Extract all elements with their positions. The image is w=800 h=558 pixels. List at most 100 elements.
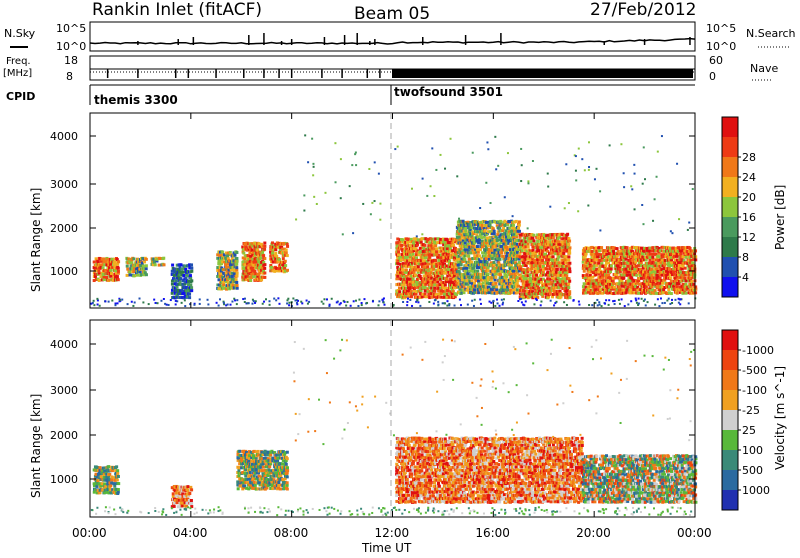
- data-cell: [199, 303, 201, 305]
- data-cell: [344, 301, 346, 303]
- data-cell: [678, 298, 680, 300]
- data-cell: [547, 283, 550, 286]
- data-cell: [188, 296, 191, 299]
- data-cell: [433, 290, 436, 293]
- data-cell: [527, 180, 529, 182]
- data-cell: [568, 246, 571, 249]
- data-cell: [249, 279, 252, 282]
- data-cell: [482, 282, 485, 285]
- data-cell: [520, 148, 522, 150]
- data-cell: [353, 300, 355, 302]
- data-cell: [658, 305, 660, 307]
- data-cell: [219, 298, 221, 300]
- data-cell: [490, 302, 492, 304]
- data-cell: [546, 267, 549, 270]
- data-cell: [357, 305, 359, 307]
- data-cell: [661, 135, 663, 137]
- data-cell: [637, 292, 640, 295]
- data-cell: [599, 229, 601, 231]
- data-cell: [148, 303, 150, 305]
- data-cell: [664, 302, 666, 304]
- data-cell: [222, 268, 225, 271]
- data-cell: [401, 268, 404, 271]
- data-cell: [397, 250, 400, 253]
- data-cell: [92, 302, 94, 304]
- data-cell: [616, 255, 619, 258]
- data-cell: [448, 304, 450, 306]
- data-cell: [437, 301, 439, 303]
- data-cell: [568, 240, 571, 243]
- data-cell: [654, 304, 656, 306]
- data-cell: [263, 248, 266, 251]
- data-cell: [549, 292, 552, 295]
- data-cell: [273, 298, 275, 300]
- data-cell: [496, 299, 498, 301]
- data-cell: [275, 299, 277, 301]
- data-cell: [544, 253, 547, 256]
- cpid-mode-themis: themis 3300: [94, 93, 178, 107]
- data-cell: [102, 278, 105, 281]
- data-cell: [145, 273, 148, 276]
- data-cell: [207, 299, 209, 301]
- data-cell: [263, 301, 265, 303]
- data-cell: [257, 242, 260, 245]
- nsky-panel-frame: [90, 22, 695, 51]
- data-cell: [667, 288, 670, 291]
- data-cell: [402, 301, 404, 303]
- data-cell: [286, 269, 289, 272]
- data-cell: [142, 301, 144, 303]
- data-cell: [636, 302, 638, 304]
- data-cell: [521, 301, 523, 303]
- data-cell: [584, 169, 586, 171]
- freq-tick-bottom: 8: [66, 70, 73, 83]
- data-cell: [423, 244, 426, 247]
- data-cell: [128, 271, 131, 274]
- data-cell: [395, 277, 398, 280]
- data-cell: [476, 245, 479, 248]
- data-cell: [274, 252, 277, 255]
- data-cell: [97, 260, 100, 263]
- data-cell: [645, 304, 647, 306]
- data-cell: [263, 267, 266, 270]
- data-cell: [642, 183, 644, 185]
- data-cell: [284, 264, 287, 267]
- data-cell: [397, 146, 399, 148]
- nave-tick-top: 60: [709, 54, 723, 67]
- data-cell: [308, 301, 310, 303]
- data-cell: [655, 267, 658, 270]
- data-cell: [525, 300, 527, 302]
- data-cell: [668, 298, 670, 300]
- data-cell: [417, 238, 420, 241]
- freq-tick-top: 18: [64, 54, 78, 67]
- data-cell: [261, 252, 264, 255]
- data-cell: [654, 289, 657, 292]
- data-cell: [372, 300, 374, 302]
- data-cell: [594, 178, 596, 180]
- data-cell: [471, 300, 473, 302]
- nsearch-tick-bottom: 10^0: [706, 40, 736, 53]
- data-cell: [669, 276, 672, 279]
- data-cell: [561, 240, 564, 243]
- data-cell: [411, 265, 414, 268]
- data-cell: [434, 244, 437, 247]
- data-cell: [661, 282, 664, 285]
- data-cell: [565, 274, 568, 277]
- data-cell: [467, 255, 470, 258]
- data-cell: [651, 246, 654, 249]
- data-cell: [464, 227, 467, 230]
- data-cell: [495, 237, 498, 240]
- data-cell: [132, 257, 135, 260]
- data-cell: [626, 246, 629, 249]
- data-cell: [680, 298, 682, 300]
- data-cell: [502, 302, 504, 304]
- data-cell: [419, 305, 421, 307]
- data-cell: [162, 257, 165, 260]
- data-cell: [503, 298, 505, 300]
- data-cell: [643, 146, 645, 148]
- data-cell: [170, 299, 172, 301]
- data-cell: [410, 295, 413, 298]
- data-cell: [182, 274, 185, 277]
- data-cell: [189, 274, 192, 277]
- data-cell: [207, 303, 209, 305]
- data-cell: [377, 304, 379, 306]
